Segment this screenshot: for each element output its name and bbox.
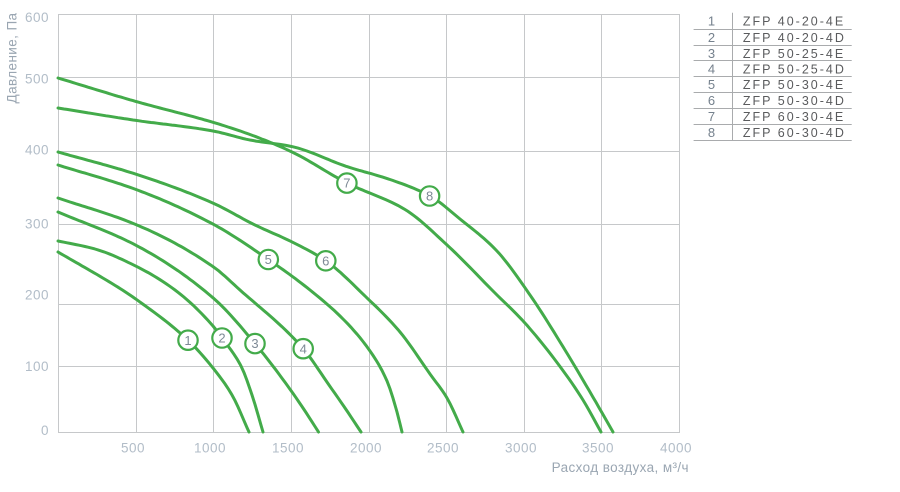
svg-text:ZFP 40-20-4D: ZFP 40-20-4D <box>743 31 846 45</box>
svg-text:2: 2 <box>708 30 715 45</box>
svg-text:1000: 1000 <box>194 441 226 456</box>
svg-text:1: 1 <box>708 13 715 28</box>
svg-text:ZFP 50-30-4D: ZFP 50-30-4D <box>743 94 846 108</box>
svg-text:3: 3 <box>251 336 258 351</box>
svg-text:500: 500 <box>121 441 145 456</box>
svg-text:8: 8 <box>708 125 715 140</box>
svg-text:1: 1 <box>184 333 191 348</box>
svg-text:5: 5 <box>708 77 715 92</box>
svg-text:4000: 4000 <box>660 441 692 456</box>
svg-text:ZFP 50-30-4E: ZFP 50-30-4E <box>743 78 845 92</box>
svg-text:ZFP 60-30-4D: ZFP 60-30-4D <box>743 126 846 140</box>
svg-text:6: 6 <box>322 253 329 268</box>
svg-text:ZFP 40-20-4E: ZFP 40-20-4E <box>743 14 845 28</box>
svg-text:4: 4 <box>708 61 715 76</box>
svg-text:Расход воздуха, м³/ч: Расход воздуха, м³/ч <box>552 460 689 475</box>
svg-text:2500: 2500 <box>427 441 459 456</box>
svg-text:ZFP 50-25-4D: ZFP 50-25-4D <box>743 62 846 76</box>
svg-text:1500: 1500 <box>272 441 304 456</box>
svg-text:7: 7 <box>343 176 350 191</box>
svg-text:0: 0 <box>41 423 49 438</box>
svg-text:100: 100 <box>25 359 49 374</box>
svg-text:7: 7 <box>708 109 715 124</box>
svg-text:500: 500 <box>25 71 49 86</box>
svg-text:400: 400 <box>25 143 49 158</box>
svg-text:2: 2 <box>218 331 225 346</box>
svg-text:4: 4 <box>300 341 307 356</box>
svg-text:ZFP 60-30-4E: ZFP 60-30-4E <box>743 110 845 124</box>
svg-text:600: 600 <box>25 10 49 25</box>
svg-text:200: 200 <box>25 288 49 303</box>
svg-text:6: 6 <box>708 93 715 108</box>
svg-text:ZFP 50-25-4E: ZFP 50-25-4E <box>743 47 845 61</box>
svg-text:8: 8 <box>426 189 433 204</box>
svg-text:Давление, Па: Давление, Па <box>4 12 19 103</box>
svg-text:300: 300 <box>25 217 49 232</box>
svg-text:3000: 3000 <box>505 441 537 456</box>
svg-text:2000: 2000 <box>350 441 382 456</box>
svg-text:3500: 3500 <box>582 441 614 456</box>
svg-text:3: 3 <box>708 46 715 61</box>
svg-text:5: 5 <box>265 252 272 267</box>
